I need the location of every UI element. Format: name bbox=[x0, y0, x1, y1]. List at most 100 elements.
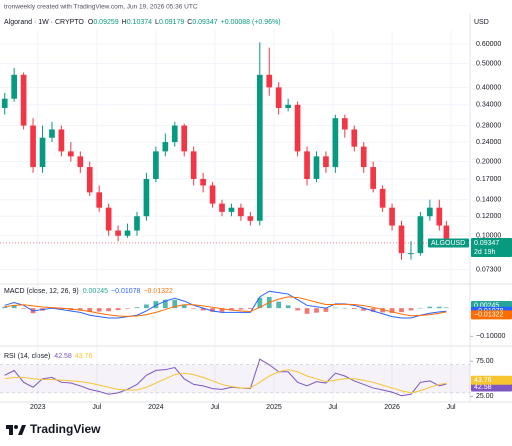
last-value: 0.00245 bbox=[474, 302, 499, 309]
candle-body bbox=[105, 207, 112, 231]
candle-body bbox=[256, 74, 263, 221]
legend-change: +0.00088 (+0.96%) bbox=[221, 19, 281, 26]
candle-body bbox=[436, 207, 443, 226]
histogram-bar bbox=[323, 308, 329, 312]
indicator-line bbox=[4, 296, 447, 317]
legend-value: 0.09347 bbox=[192, 19, 217, 26]
x-tick-label: 2025 bbox=[266, 404, 282, 411]
candle-body bbox=[209, 185, 216, 204]
last-value-box bbox=[471, 310, 512, 320]
y-tick-label: 25.00 bbox=[476, 393, 494, 400]
histogram-bar bbox=[389, 308, 395, 313]
candle-body bbox=[30, 125, 36, 168]
y-tick-label: 0.07300 bbox=[476, 266, 501, 273]
candle-body bbox=[443, 225, 450, 243]
candle-body bbox=[266, 74, 273, 88]
candle-body bbox=[86, 167, 93, 193]
histogram-bar bbox=[229, 308, 234, 311]
last-price-box bbox=[471, 237, 512, 257]
logo-part bbox=[18, 425, 26, 435]
logo-part bbox=[9, 425, 13, 435]
histogram-bar bbox=[115, 308, 121, 311]
histogram-bar bbox=[59, 308, 64, 310]
candle-body bbox=[162, 142, 169, 152]
y-tick-label: 0.10000 bbox=[476, 233, 501, 240]
candle-body bbox=[190, 151, 197, 179]
histogram-bar bbox=[106, 308, 112, 312]
histogram-bar bbox=[144, 304, 149, 309]
y-tick-label: 0.50000 bbox=[476, 60, 501, 67]
histogram-bar bbox=[304, 308, 310, 314]
last-value: 42.58 bbox=[474, 384, 492, 391]
candle-body bbox=[332, 118, 339, 168]
histogram-bar bbox=[418, 307, 423, 309]
y-tick-label: 0.20000 bbox=[476, 158, 501, 165]
legend-key: C bbox=[187, 19, 192, 26]
rsi-legend: RSI (14, close) 42.58 43.76 bbox=[4, 353, 92, 360]
candle-body bbox=[360, 146, 367, 168]
candle-body bbox=[398, 225, 405, 254]
candle-body bbox=[200, 178, 206, 186]
x-tick-label: Jul bbox=[329, 404, 338, 411]
logo-part bbox=[14, 425, 18, 429]
histogram-bar bbox=[134, 307, 140, 309]
histogram-bar bbox=[200, 308, 206, 311]
x-tick-label: Jul bbox=[210, 404, 219, 411]
histogram-bar bbox=[21, 308, 26, 309]
histogram-bar bbox=[351, 308, 357, 309]
histogram-bar bbox=[295, 308, 300, 311]
legend-value: −0.01078 bbox=[111, 288, 140, 295]
histogram-bar bbox=[172, 299, 178, 309]
histogram-bar bbox=[247, 308, 253, 309]
histogram-bar bbox=[125, 308, 130, 309]
legend-value: 0.09259 bbox=[93, 19, 118, 26]
macd-legend: MACD (close, 12, 26, 9) 0.00245 −0.01078 −0… bbox=[4, 288, 173, 295]
candle-body bbox=[370, 167, 376, 189]
indicator-line bbox=[4, 358, 447, 397]
histogram-bar bbox=[370, 308, 376, 312]
histogram-bar bbox=[77, 308, 83, 311]
header: tronweekly created with TradingView.com,… bbox=[4, 4, 198, 11]
last-value: 43.76 bbox=[474, 377, 492, 384]
x-tick-label: 2023 bbox=[30, 404, 46, 411]
y-tick-label: 0.12000 bbox=[476, 213, 501, 220]
rsi-title: RSI (14, close) bbox=[4, 353, 50, 360]
candle-body bbox=[228, 207, 235, 212]
histogram-bar bbox=[276, 301, 282, 309]
candle-body bbox=[77, 156, 84, 168]
symbol-label: ALGOUSD bbox=[431, 240, 465, 247]
histogram-bar bbox=[87, 308, 93, 312]
y-tick-label: 0.14000 bbox=[476, 197, 501, 204]
histogram-bar bbox=[408, 308, 414, 311]
last-value-box bbox=[471, 382, 512, 392]
candle-body bbox=[247, 216, 254, 221]
legend-value: 0.10374 bbox=[127, 19, 152, 26]
histogram-bar bbox=[314, 308, 319, 313]
legend-key: H bbox=[122, 19, 127, 26]
candle-body bbox=[143, 178, 150, 217]
candle-body bbox=[417, 216, 424, 254]
histogram-bar bbox=[162, 299, 168, 309]
histogram-bar bbox=[427, 306, 433, 309]
histogram-bar bbox=[436, 306, 442, 309]
y-tick-label: −0.10000 bbox=[476, 333, 505, 340]
x-tick-label: Jul bbox=[447, 404, 456, 411]
candle-body bbox=[379, 188, 386, 208]
x-tick-label: 2026 bbox=[384, 404, 400, 411]
histogram-bar bbox=[238, 308, 244, 310]
x-tick-label: 2024 bbox=[148, 404, 164, 411]
indicator-line bbox=[4, 369, 447, 394]
histogram-bar bbox=[210, 308, 215, 312]
histogram-bar bbox=[285, 305, 291, 309]
candle-body bbox=[1, 98, 8, 108]
histogram-bar bbox=[96, 308, 102, 312]
candle-body bbox=[275, 87, 282, 108]
candle-body bbox=[96, 192, 103, 208]
candle-body bbox=[181, 125, 188, 152]
histogram-bar bbox=[361, 308, 367, 311]
candle-body bbox=[389, 207, 395, 226]
legend-value: 43.76 bbox=[75, 353, 93, 360]
candle-body bbox=[219, 203, 225, 212]
histogram-bar bbox=[219, 308, 225, 312]
